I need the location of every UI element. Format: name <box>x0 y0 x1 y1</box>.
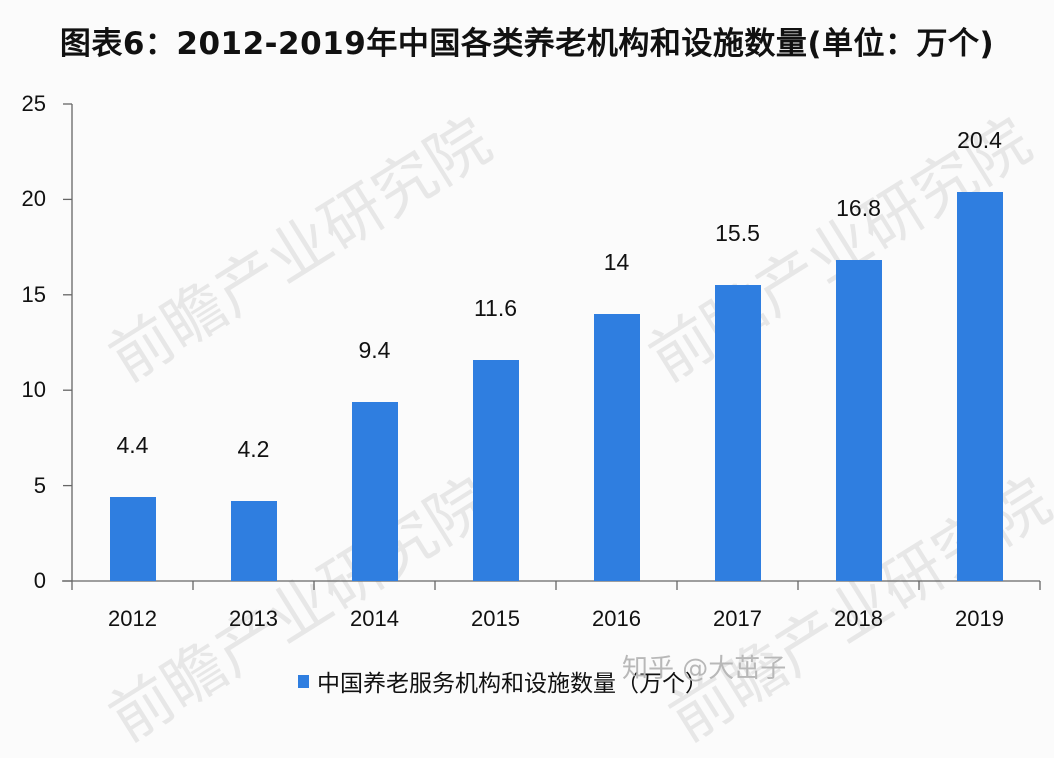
bar-2012 <box>109 497 156 581</box>
legend-label: 中国养老服务机构和设施数量（万个） <box>317 671 708 697</box>
legend-swatch <box>298 674 309 688</box>
data-label: 4.2 <box>237 435 270 462</box>
data-label: 11.6 <box>473 294 518 321</box>
y-tick-label: 0 <box>33 568 46 593</box>
data-label: 14 <box>603 248 630 275</box>
bar-2015 <box>472 359 519 581</box>
chart-title: 图表6：2012-2019年中国各类养老机构和设施数量(单位：万个) <box>59 26 995 62</box>
legend: 中国养老服务机构和设施数量（万个） <box>298 664 708 698</box>
y-tick-label: 10 <box>21 377 46 403</box>
y-tick-label: 15 <box>21 281 46 307</box>
data-label: 15.5 <box>715 220 760 247</box>
data-label: 9.4 <box>358 336 391 363</box>
y-tick-label: 25 <box>21 91 46 116</box>
bar-2019 <box>956 191 1003 581</box>
x-tick-label: 2015 <box>471 606 520 631</box>
bar-2016 <box>593 313 640 581</box>
x-tick-label: 2017 <box>713 606 762 631</box>
data-label: 4.4 <box>116 432 149 459</box>
data-label: 20.4 <box>957 126 1002 153</box>
x-tick-label: 2013 <box>229 606 278 631</box>
bar-2014 <box>351 401 398 581</box>
x-tick-label: 2012 <box>108 606 157 631</box>
y-tick-label: 20 <box>21 186 46 212</box>
x-tick-label: 2014 <box>350 606 399 631</box>
bar-2013 <box>230 500 277 581</box>
data-label: 16.8 <box>836 195 881 222</box>
credit-watermark: 知乎 @大茁子 <box>622 654 787 684</box>
y-tick-label: 5 <box>33 472 46 498</box>
x-tick-label: 2018 <box>834 606 883 631</box>
bar-2017 <box>714 285 761 581</box>
x-tick-label: 2016 <box>592 606 641 631</box>
x-tick-label: 2019 <box>955 606 1004 631</box>
chart-axes <box>62 103 1041 590</box>
bar-2018 <box>835 260 882 581</box>
